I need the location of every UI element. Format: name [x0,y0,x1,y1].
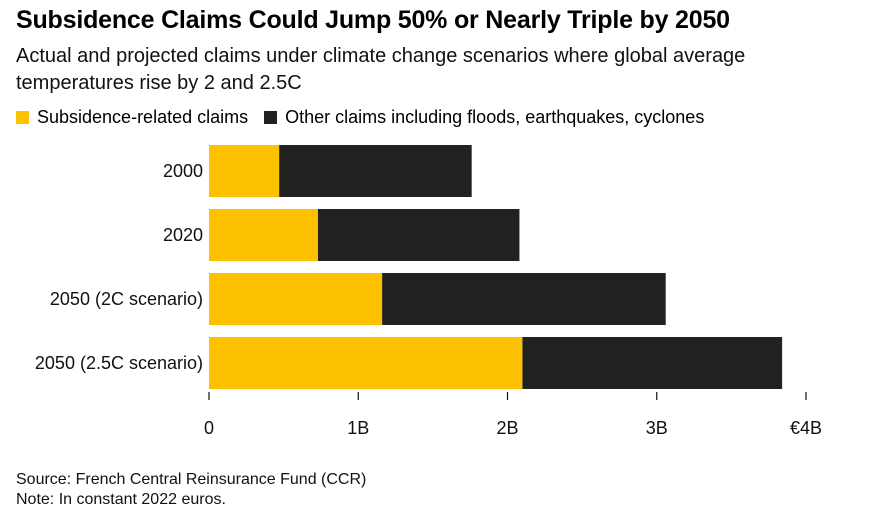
category-label-2: 2050 (2C scenario) [50,289,203,309]
bar-subsidence-1 [209,209,318,261]
x-tick-label-3: 3B [646,418,668,438]
bar-other-2 [382,273,666,325]
bar-other-1 [317,209,520,261]
category-label-0: 2000 [163,161,203,181]
x-tick-label-2: 2B [496,418,518,438]
x-tick-label-4: €4B [790,418,822,438]
source-note: Source: French Central Reinsurance Fund … [16,471,367,488]
unit-note: Note: In constant 2022 euros. [16,491,226,508]
x-tick-label-1: 1B [347,418,369,438]
footer: Source: French Central Reinsurance Fund … [16,470,366,510]
bar-other-3 [522,337,783,389]
category-label-3: 2050 (2.5C scenario) [35,353,203,373]
legend-item-other: Other claims including floods, earthquak… [264,107,704,128]
chart-subtitle: Actual and projected claims under climat… [16,45,746,94]
category-label-1: 2020 [163,225,203,245]
x-tick-label-0: 0 [204,418,214,438]
legend-label-other: Other claims including floods, earthquak… [285,107,705,127]
legend-swatch-other [264,111,278,124]
bar-subsidence-2 [209,273,383,325]
legend: Subsidence-related claims Other claims i… [16,107,720,128]
bar-other-0 [279,145,472,197]
legend-label-subsidence: Subsidence-related claims [37,107,249,127]
bar-subsidence-3 [209,337,523,389]
legend-swatch-subsidence [16,111,29,124]
chart-title: Subsidence Claims Could Jump 50% or Near… [16,6,730,34]
legend-item-subsidence: Subsidence-related claims [16,107,248,128]
bar-subsidence-0 [209,145,280,197]
